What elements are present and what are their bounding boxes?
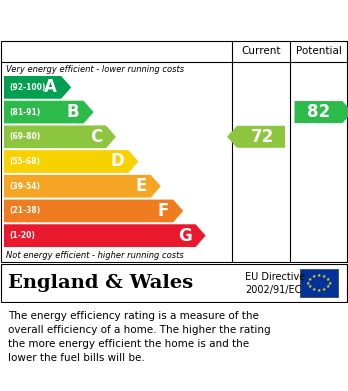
Text: EU Directive: EU Directive <box>245 272 305 282</box>
Text: ★: ★ <box>326 284 330 289</box>
Text: England & Wales: England & Wales <box>8 274 193 292</box>
Text: A: A <box>44 78 57 96</box>
Polygon shape <box>4 126 116 148</box>
Text: Current: Current <box>241 46 281 56</box>
Text: 82: 82 <box>307 103 330 121</box>
Text: D: D <box>111 152 124 170</box>
Polygon shape <box>4 76 71 99</box>
Text: G: G <box>178 227 192 245</box>
Text: B: B <box>67 103 80 121</box>
Text: Potential: Potential <box>295 46 341 56</box>
Text: C: C <box>90 128 102 146</box>
Text: (1-20): (1-20) <box>9 231 35 240</box>
Text: ★: ★ <box>311 274 316 279</box>
Text: ★: ★ <box>326 276 330 282</box>
Polygon shape <box>4 199 183 222</box>
Text: ★: ★ <box>322 274 326 279</box>
Text: F: F <box>158 202 169 220</box>
Text: ★: ★ <box>317 273 321 278</box>
Text: Not energy efficient - higher running costs: Not energy efficient - higher running co… <box>6 251 184 260</box>
Text: ★: ★ <box>317 288 321 293</box>
Text: (39-54): (39-54) <box>9 182 40 191</box>
Text: ★: ★ <box>308 276 312 282</box>
Polygon shape <box>4 175 161 197</box>
Polygon shape <box>4 101 94 124</box>
Text: Very energy efficient - lower running costs: Very energy efficient - lower running co… <box>6 65 184 74</box>
Polygon shape <box>227 126 285 148</box>
Text: (55-68): (55-68) <box>9 157 40 166</box>
Text: ★: ★ <box>322 287 326 292</box>
Text: The energy efficiency rating is a measure of the
overall efficiency of a home. T: The energy efficiency rating is a measur… <box>8 311 271 363</box>
Text: (21-38): (21-38) <box>9 206 40 215</box>
Text: ★: ★ <box>311 287 316 292</box>
Polygon shape <box>4 150 139 173</box>
Polygon shape <box>294 101 348 123</box>
Text: ★: ★ <box>327 280 332 285</box>
Polygon shape <box>4 224 206 247</box>
Text: 72: 72 <box>251 128 275 146</box>
Text: (81-91): (81-91) <box>9 108 40 117</box>
Text: 2002/91/EC: 2002/91/EC <box>245 285 301 295</box>
Bar <box>300 269 338 297</box>
Text: (92-100): (92-100) <box>9 83 45 92</box>
Text: ★: ★ <box>308 284 312 289</box>
Text: (69-80): (69-80) <box>9 132 40 141</box>
Text: E: E <box>135 177 147 195</box>
Text: Energy Efficiency Rating: Energy Efficiency Rating <box>8 11 237 29</box>
Text: ★: ★ <box>306 280 310 285</box>
